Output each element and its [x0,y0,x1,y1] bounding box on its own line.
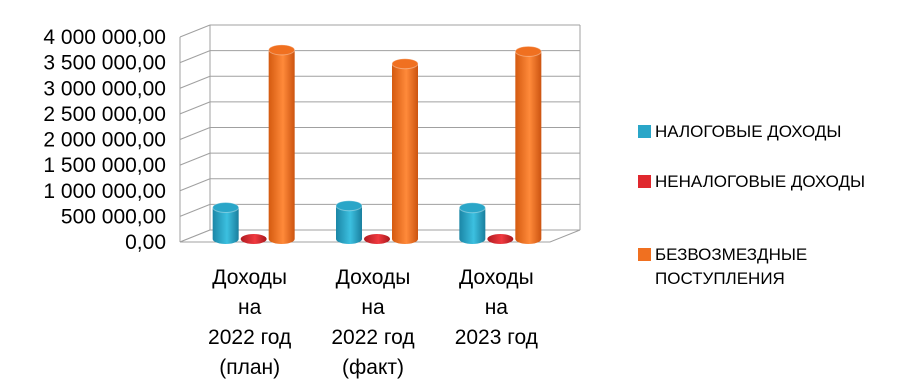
x-category-label: 2023 год [455,326,538,349]
x-category-label: на [485,296,509,319]
bar-0-0 [212,201,240,244]
gridline-depth [179,75,211,89]
legend-item-bezvozmezdnye: БЕЗВОЗМЕЗДНЫЕ ПОСТУПЛЕНИЯ [638,243,917,291]
gridline-depth [179,127,211,140]
bar-body [392,63,418,244]
bar-2-2 [514,45,542,244]
bar-body [212,207,239,244]
bar-top [364,234,390,244]
legend-item-nenalogovye: НЕНАЛОГОВЫЕ ДОХОДЫ [638,170,917,194]
bar-top [487,234,514,244]
bar-top [268,44,296,56]
gridline-depth [179,101,211,115]
y-tick-label: 2 500 000,00 [43,103,166,126]
x-category-label: 2022 год [208,326,291,349]
x-category-label: (план) [219,356,280,379]
bar-top [240,234,267,244]
gridline-depth [179,50,211,64]
x-category-label: на [238,296,262,319]
bar-2-1 [487,234,514,244]
legend-label: НАЛОГОВЫЕ ДОХОДЫ [655,122,842,141]
legend-swatch [638,125,651,138]
y-tick-label: 3 500 000,00 [43,52,166,75]
gridline-depth [179,178,211,192]
y-tick-label: 1 000 000,00 [43,180,166,203]
bar-0-2 [268,44,296,245]
bars [212,44,542,245]
x-axis-category-labels: Доходы на 2022 год (план) Доходы на 2022 год (ф… [208,266,538,379]
bar-top [335,200,363,212]
x-category-label: на [361,296,385,319]
bar-top [212,201,240,213]
x-category-label: Доходы [459,266,534,289]
bar-body [515,51,542,244]
y-tick-label: 3 000 000,00 [43,77,166,100]
gridline-depth [179,24,211,38]
x-category-label: (факт) [342,356,404,379]
gridline-depth [179,203,211,217]
y-tick-label: 4 000 000,00 [43,26,166,49]
bar-1-0 [335,200,363,244]
x-category-label: Доходы [336,266,411,289]
x-category-label: Доходы [212,266,287,289]
legend-label: НЕНАЛОГОВЫЕ ДОХОДЫ [655,172,866,191]
bar-0-1 [240,234,267,244]
bar-top [458,202,486,214]
bar-1-1 [364,234,390,244]
bar-top [514,45,542,57]
x-category-label: 2022 год [331,326,414,349]
y-tick-label: 500 000,00 [61,205,166,228]
legend-item-nalogovye: НАЛОГОВЫЕ ДОХОДЫ [638,120,917,144]
bar-2-0 [458,202,486,244]
y-tick-label: 1 500 000,00 [43,154,166,177]
gridline-depth [179,152,211,166]
legend-swatch [638,175,651,188]
bar-body [268,49,295,245]
bar-top [391,58,419,70]
legend-swatch [638,248,651,261]
bar-1-2 [391,58,419,244]
y-tick-label: 0,00 [125,231,166,254]
legend-label: БЕЗВОЗМЕЗДНЫЕ ПОСТУПЛЕНИЯ [655,245,808,288]
bar-body [336,205,362,244]
y-tick-label: 2 000 000,00 [43,129,166,152]
bar-body [459,207,486,244]
